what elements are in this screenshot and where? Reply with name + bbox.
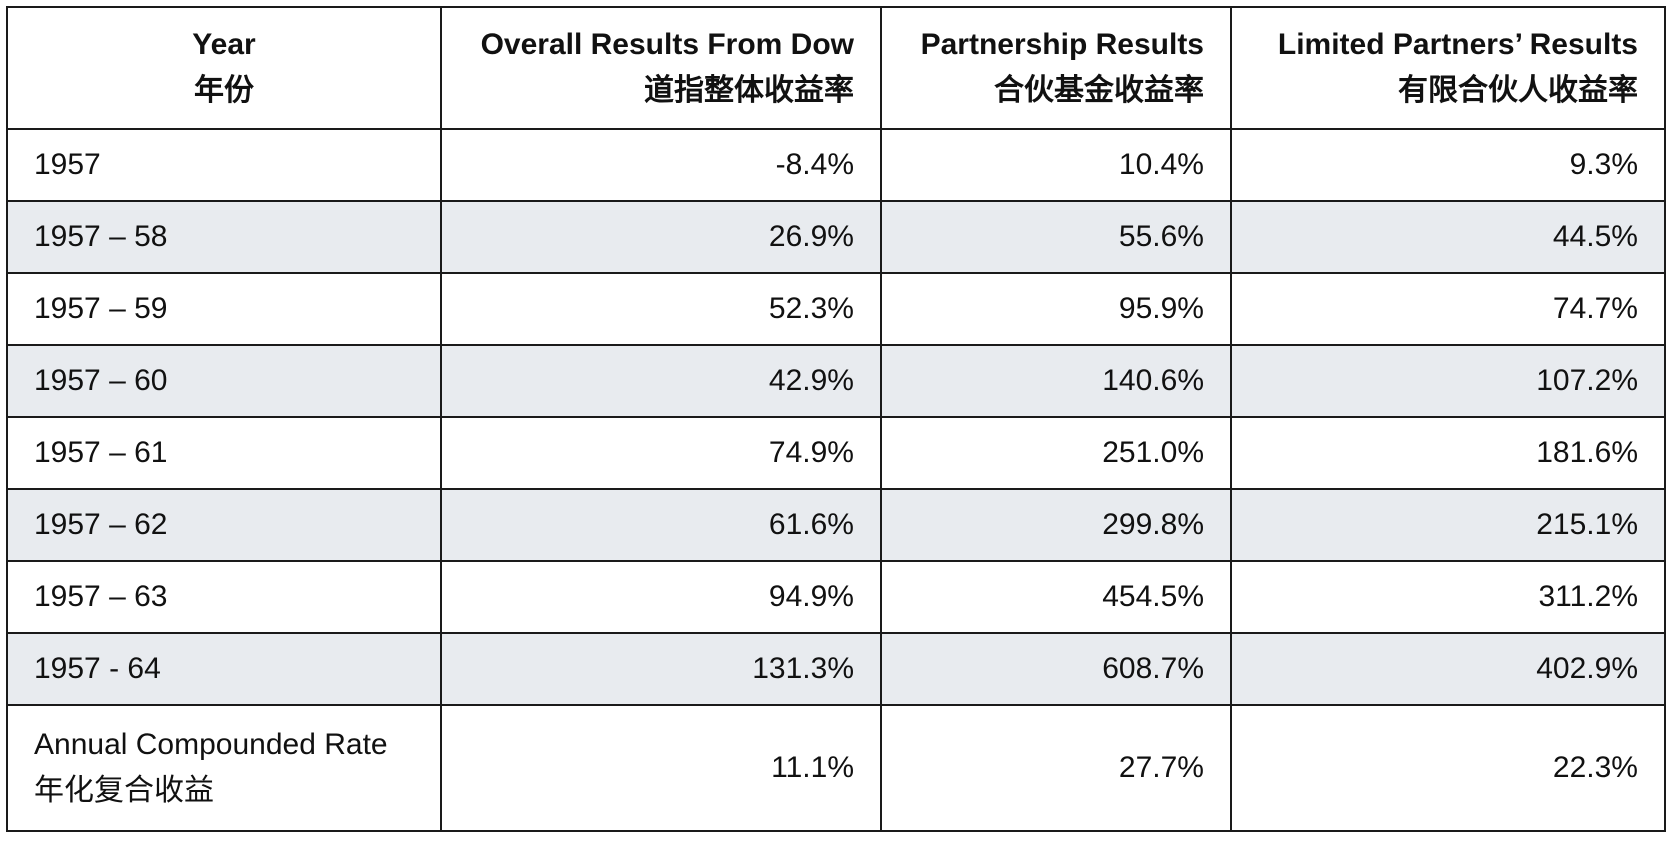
header-limited-partners-zh: 有限合伙人收益率 [1398,74,1638,107]
cell-limited-partners: 311.2% [1230,560,1666,634]
cell-dow: 42.9% [440,344,882,418]
cell-year: 1957 - 64 [6,632,442,706]
cell-limited-partners: 74.7% [1230,272,1666,346]
header-year-en: Year [192,28,256,61]
summary-row: Annual Compounded Rate 年化复合收益 11.1% 27.7… [6,704,1666,832]
cell-limited-partners: 181.6% [1230,416,1666,490]
cell-partnership: 95.9% [880,272,1232,346]
cell-limited-partners: 215.1% [1230,488,1666,562]
header-partnership-zh: 合伙基金收益率 [994,74,1204,107]
cell-partnership: 140.6% [880,344,1232,418]
cell-limited-partners: 44.5% [1230,200,1666,274]
cell-year: 1957 – 63 [6,560,442,634]
cell-partnership: 299.8% [880,488,1232,562]
table-row: 1957 -8.4% 10.4% 9.3% [6,128,1666,202]
table-row: 1957 – 62 61.6% 299.8% 215.1% [6,488,1666,562]
cell-dow: 52.3% [440,272,882,346]
table-row: 1957 – 59 52.3% 95.9% 74.7% [6,272,1666,346]
cell-limited-partners: 107.2% [1230,344,1666,418]
header-dow-en: Overall Results From Dow [480,28,854,61]
header-partnership-en: Partnership Results [920,28,1204,61]
cell-dow: 131.3% [440,632,882,706]
results-table: Year 年份 Overall Results From Dow 道指整体收益率… [6,6,1666,832]
cell-partnership: 10.4% [880,128,1232,202]
cell-limited-partners: 402.9% [1230,632,1666,706]
cell-year: 1957 – 62 [6,488,442,562]
header-limited-partners-en: Limited Partners’ Results [1277,28,1638,61]
cell-year: 1957 – 61 [6,416,442,490]
table-row: 1957 – 61 74.9% 251.0% 181.6% [6,416,1666,490]
header-partnership: Partnership Results 合伙基金收益率 [880,6,1232,130]
cell-dow: 61.6% [440,488,882,562]
cell-year: 1957 [6,128,442,202]
cell-summary-partnership: 27.7% [880,704,1232,832]
cell-partnership: 454.5% [880,560,1232,634]
cell-year: 1957 – 58 [6,200,442,274]
header-limited-partners: Limited Partners’ Results 有限合伙人收益率 [1230,6,1666,130]
results-table-container: Year 年份 Overall Results From Dow 道指整体收益率… [6,6,1666,832]
cell-summary-limited-partners: 22.3% [1230,704,1666,832]
header-row: Year 年份 Overall Results From Dow 道指整体收益率… [6,6,1666,130]
cell-partnership: 55.6% [880,200,1232,274]
header-year-zh: 年份 [194,74,254,107]
cell-dow: -8.4% [440,128,882,202]
cell-partnership: 251.0% [880,416,1232,490]
table-row: 1957 – 58 26.9% 55.6% 44.5% [6,200,1666,274]
cell-dow: 94.9% [440,560,882,634]
header-dow-zh: 道指整体收益率 [644,74,854,107]
table-row: 1957 – 63 94.9% 454.5% 311.2% [6,560,1666,634]
table-row: 1957 – 60 42.9% 140.6% 107.2% [6,344,1666,418]
cell-summary-label: Annual Compounded Rate 年化复合收益 [6,704,442,832]
cell-dow: 74.9% [440,416,882,490]
header-year: Year 年份 [6,6,442,130]
cell-limited-partners: 9.3% [1230,128,1666,202]
cell-year: 1957 – 59 [6,272,442,346]
cell-dow: 26.9% [440,200,882,274]
cell-summary-dow: 11.1% [440,704,882,832]
summary-label-en: Annual Compounded Rate [34,728,388,761]
cell-partnership: 608.7% [880,632,1232,706]
header-dow: Overall Results From Dow 道指整体收益率 [440,6,882,130]
table-row: 1957 - 64 131.3% 608.7% 402.9% [6,632,1666,706]
cell-year: 1957 – 60 [6,344,442,418]
summary-label-zh: 年化复合收益 [34,774,214,807]
